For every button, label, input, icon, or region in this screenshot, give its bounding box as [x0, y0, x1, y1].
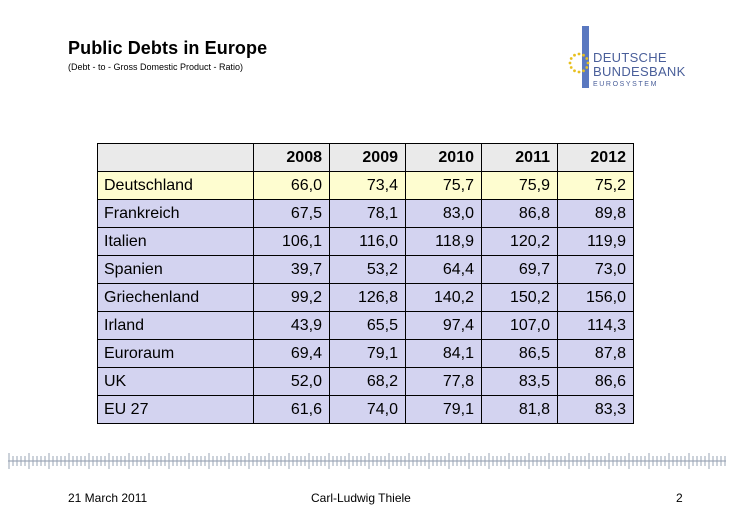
table-header-cell: 2009: [329, 143, 406, 172]
country-cell: Italien: [97, 227, 254, 256]
country-cell: EU 27: [97, 395, 254, 424]
country-cell: Euroraum: [97, 339, 254, 368]
value-cell: 83,0: [405, 199, 482, 228]
value-cell: 75,2: [557, 171, 634, 200]
value-cell: 66,0: [253, 171, 330, 200]
table-row: Frankreich 67,5 78,1 83,0 86,8 89,8: [97, 199, 634, 228]
value-cell: 83,5: [481, 367, 558, 396]
table-header-cell: [97, 143, 254, 172]
country-cell: Irland: [97, 311, 254, 340]
table-row: Spanien 39,7 53,2 64,4 69,7 73,0: [97, 255, 634, 284]
ruler-decoration: [8, 453, 726, 469]
country-cell: UK: [97, 367, 254, 396]
debt-table: 2008 2009 2010 2011 2012 Deutschland 66,0…: [97, 143, 634, 424]
slide-title: Public Debts in Europe: [68, 38, 268, 58]
table-header-row: 2008 2009 2010 2011 2012: [97, 143, 634, 172]
bundesbank-logo: DEUTSCHE BUNDESBANK EUROSYSTEM: [568, 26, 708, 92]
footer-date: 21 March 2011: [68, 491, 148, 505]
value-cell: 97,4: [405, 311, 482, 340]
value-cell: 107,0: [481, 311, 558, 340]
table-row: Irland 43,9 65,5 97,4 107,0 114,3: [97, 311, 634, 340]
table-row: Deutschland 66,0 73,4 75,7 75,9 75,2: [97, 171, 634, 200]
euro-stars-icon: [568, 52, 590, 74]
value-cell: 61,6: [253, 395, 330, 424]
table-row: UK 52,0 68,2 77,8 83,5 86,6: [97, 367, 634, 396]
value-cell: 116,0: [329, 227, 406, 256]
logo-line3: EUROSYSTEM: [593, 81, 659, 88]
logo-bar: [582, 26, 589, 88]
value-cell: 73,4: [329, 171, 406, 200]
slide-subtitle: (Debt - to - Gross Domestic Product - Ra…: [68, 62, 244, 72]
value-cell: 83,3: [557, 395, 634, 424]
country-cell: Deutschland: [97, 171, 254, 200]
value-cell: 43,9: [253, 311, 330, 340]
value-cell: 69,7: [481, 255, 558, 284]
value-cell: 79,1: [405, 395, 482, 424]
table-row: EU 27 61,6 74,0 79,1 81,8 83,3: [97, 395, 634, 424]
value-cell: 86,5: [481, 339, 558, 368]
value-cell: 126,8: [329, 283, 406, 312]
country-cell: Griechenland: [97, 283, 254, 312]
value-cell: 118,9: [405, 227, 482, 256]
table-header-cell: 2012: [557, 143, 634, 172]
value-cell: 64,4: [405, 255, 482, 284]
value-cell: 73,0: [557, 255, 634, 284]
page-number: 2: [676, 491, 683, 505]
value-cell: 67,5: [253, 199, 330, 228]
value-cell: 114,3: [557, 311, 634, 340]
value-cell: 86,8: [481, 199, 558, 228]
table-header-cell: 2011: [481, 143, 558, 172]
value-cell: 74,0: [329, 395, 406, 424]
value-cell: 81,8: [481, 395, 558, 424]
value-cell: 77,8: [405, 367, 482, 396]
logo-line1: DEUTSCHE: [593, 50, 667, 65]
value-cell: 119,9: [557, 227, 634, 256]
country-cell: Spanien: [97, 255, 254, 284]
value-cell: 84,1: [405, 339, 482, 368]
logo-line2: BUNDESBANK: [593, 64, 686, 79]
table-row: Euroraum 69,4 79,1 84,1 86,5 87,8: [97, 339, 634, 368]
value-cell: 120,2: [481, 227, 558, 256]
value-cell: 75,9: [481, 171, 558, 200]
value-cell: 150,2: [481, 283, 558, 312]
table-row: Italien 106,1 116,0 118,9 120,2 119,9: [97, 227, 634, 256]
table-header-cell: 2010: [405, 143, 482, 172]
value-cell: 52,0: [253, 367, 330, 396]
country-cell: Frankreich: [97, 199, 254, 228]
value-cell: 69,4: [253, 339, 330, 368]
value-cell: 65,5: [329, 311, 406, 340]
value-cell: 53,2: [329, 255, 406, 284]
value-cell: 156,0: [557, 283, 634, 312]
value-cell: 79,1: [329, 339, 406, 368]
value-cell: 140,2: [405, 283, 482, 312]
table-header-cell: 2008: [253, 143, 330, 172]
value-cell: 89,8: [557, 199, 634, 228]
value-cell: 99,2: [253, 283, 330, 312]
value-cell: 39,7: [253, 255, 330, 284]
value-cell: 78,1: [329, 199, 406, 228]
value-cell: 106,1: [253, 227, 330, 256]
value-cell: 87,8: [557, 339, 634, 368]
table-row: Griechenland 99,2 126,8 140,2 150,2 156,0: [97, 283, 634, 312]
value-cell: 86,6: [557, 367, 634, 396]
value-cell: 68,2: [329, 367, 406, 396]
footer-author: Carl-Ludwig Thiele: [311, 491, 411, 505]
value-cell: 75,7: [405, 171, 482, 200]
